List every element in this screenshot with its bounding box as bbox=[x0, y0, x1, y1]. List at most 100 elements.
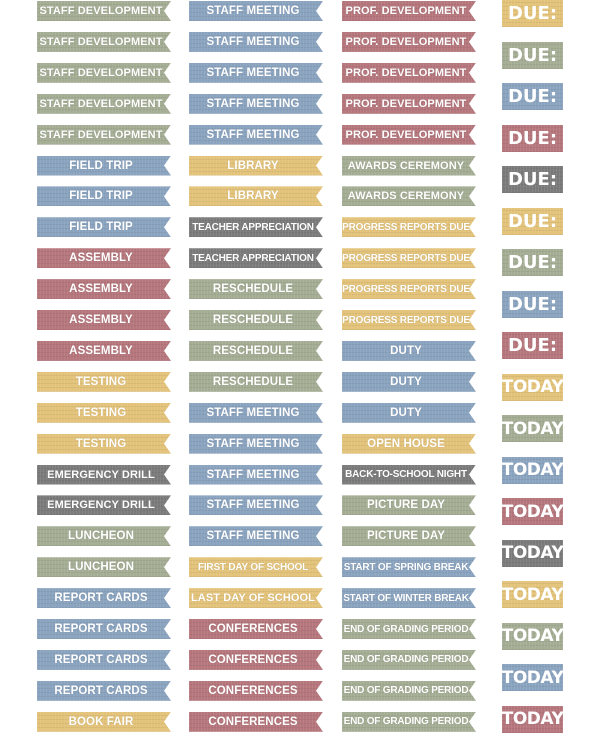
banner-sticker-start-of-spring-break: START OF SPRING BREAK bbox=[342, 557, 476, 577]
banner-sticker-progress-reports-due: PROGRESS REPORTS DUE bbox=[342, 217, 476, 237]
banner-sticker-staff-meeting: STAFF MEETING bbox=[189, 32, 323, 52]
banner-label: DUTY bbox=[390, 406, 422, 419]
banner-label: PROF. DEVELOPMENT bbox=[345, 66, 467, 79]
box-label: DUE: bbox=[507, 44, 558, 66]
box-label: DUE: bbox=[507, 210, 558, 232]
box-sticker-today: TODAY bbox=[502, 581, 564, 608]
box-label: DUE: bbox=[507, 293, 558, 315]
banner-sticker-reschedule: RESCHEDULE bbox=[189, 279, 323, 299]
banner-label: PROF. DEVELOPMENT bbox=[345, 128, 467, 141]
banner-sticker-teacher-appreciation: TEACHER APPRECIATION bbox=[189, 248, 323, 268]
banner-sticker-start-of-winter-break: START OF WINTER BREAK bbox=[342, 588, 476, 608]
box-label: TODAY bbox=[501, 377, 564, 397]
banner-label: DUTY bbox=[390, 344, 422, 357]
banner-sticker-last-day-of-school: LAST DAY OF SCHOOL bbox=[189, 588, 323, 608]
banner-sticker-book-fair: BOOK FAIR bbox=[37, 712, 171, 732]
banner-sticker-staff-meeting: STAFF MEETING bbox=[189, 465, 323, 485]
banner-label: CONFERENCES bbox=[208, 623, 298, 635]
banner-label: STAFF DEVELOPMENT bbox=[39, 128, 163, 141]
banner-sticker-end-of-grading-period: END OF GRADING PERIOD bbox=[342, 650, 476, 670]
banner-sticker-emergency-drill: EMERGENCY DRILL bbox=[37, 495, 171, 515]
banner-sticker-luncheon: LUNCHEON bbox=[37, 557, 171, 577]
banner-label: FIRST DAY OF SCHOOL bbox=[197, 561, 309, 573]
banner-label: OPEN HOUSE bbox=[367, 437, 445, 450]
banner-sticker-picture-day: PICTURE DAY bbox=[342, 526, 476, 546]
banner-label: TESTING bbox=[75, 437, 127, 450]
banner-sticker-staff-meeting: STAFF MEETING bbox=[189, 1, 323, 21]
banner-label: START OF SPRING BREAK bbox=[343, 561, 469, 573]
box-sticker-today: TODAY bbox=[501, 373, 564, 401]
banner-sticker-assembly: ASSEMBLY bbox=[37, 279, 171, 299]
banner-sticker-progress-reports-due: PROGRESS REPORTS DUE bbox=[342, 310, 476, 330]
banner-label: REPORT CARDS bbox=[54, 623, 148, 635]
box-sticker-today: TODAY bbox=[502, 622, 564, 650]
banner-sticker-report-cards: REPORT CARDS bbox=[37, 619, 171, 639]
banner-sticker-progress-reports-due: PROGRESS REPORTS DUE bbox=[342, 248, 476, 268]
banner-sticker-awards-ceremony: AWARDS CEREMONY bbox=[342, 156, 476, 176]
banner-sticker-staff-development: STAFF DEVELOPMENT bbox=[37, 94, 171, 114]
banner-sticker-conferences: CONFERENCES bbox=[189, 681, 323, 701]
banner-label: LUNCHEON bbox=[68, 530, 134, 543]
banner-label: AWARDS CEREMONY bbox=[347, 159, 465, 172]
banner-label: ASSEMBLY bbox=[69, 283, 133, 296]
banner-sticker-assembly: ASSEMBLY bbox=[37, 248, 171, 268]
box-label: DUE: bbox=[507, 252, 558, 273]
banner-label: STAFF DEVELOPMENT bbox=[39, 35, 163, 48]
banner-label: RESCHEDULE bbox=[212, 283, 294, 296]
banner-label: STAFF DEVELOPMENT bbox=[39, 97, 163, 110]
banner-sticker-conferences: CONFERENCES bbox=[189, 650, 323, 670]
banner-sticker-assembly: ASSEMBLY bbox=[37, 310, 171, 330]
banner-label: TESTING bbox=[75, 406, 127, 419]
banner-label: PROGRESS REPORTS DUE bbox=[342, 252, 470, 264]
banner-sticker-field-trip: FIELD TRIP bbox=[37, 186, 171, 206]
banner-label: PROF. DEVELOPMENT bbox=[345, 35, 467, 48]
banner-label: STAFF MEETING bbox=[206, 530, 300, 543]
banner-label: BOOK FAIR bbox=[68, 715, 134, 728]
banner-sticker-staff-meeting: STAFF MEETING bbox=[189, 526, 323, 546]
banner-label: FIELD TRIP bbox=[69, 190, 133, 203]
banner-sticker-staff-meeting: STAFF MEETING bbox=[189, 495, 323, 515]
banner-sticker-duty: DUTY bbox=[342, 372, 476, 392]
banner-sticker-luncheon: LUNCHEON bbox=[37, 526, 171, 546]
banner-label: TESTING bbox=[75, 375, 127, 388]
banner-sticker-library: LIBRARY bbox=[189, 156, 323, 176]
banner-sticker-staff-meeting: STAFF MEETING bbox=[189, 403, 323, 423]
banner-sticker-field-trip: FIELD TRIP bbox=[37, 217, 171, 237]
banner-label: CONFERENCES bbox=[208, 715, 298, 728]
banner-label: EMERGENCY DRILL bbox=[47, 468, 155, 481]
banner-sticker-staff-development: STAFF DEVELOPMENT bbox=[37, 1, 171, 21]
banner-sticker-prof-development: PROF. DEVELOPMENT bbox=[342, 125, 476, 145]
banner-sticker-open-house: OPEN HOUSE bbox=[342, 434, 476, 454]
banner-label: PROF. DEVELOPMENT bbox=[345, 5, 467, 17]
banner-sticker-reschedule: RESCHEDULE bbox=[189, 341, 323, 361]
banner-sticker-report-cards: REPORT CARDS bbox=[37, 681, 171, 701]
banner-sticker-emergency-drill: EMERGENCY DRILL bbox=[37, 465, 171, 485]
banner-sticker-prof-development: PROF. DEVELOPMENT bbox=[342, 32, 476, 52]
banner-label: EMERGENCY DRILL bbox=[47, 499, 155, 512]
banner-sticker-staff-development: STAFF DEVELOPMENT bbox=[37, 63, 171, 83]
box-sticker-today: TODAY bbox=[502, 705, 564, 733]
banner-sticker-conferences: CONFERENCES bbox=[189, 619, 323, 639]
banner-label: AWARDS CEREMONY bbox=[347, 190, 465, 203]
banner-label: STAFF DEVELOPMENT bbox=[39, 66, 163, 79]
banner-label: STAFF DEVELOPMENT bbox=[39, 5, 163, 17]
banner-label: REPORT CARDS bbox=[54, 592, 148, 605]
box-sticker-today: TODAY bbox=[502, 664, 564, 691]
banner-sticker-prof-development: PROF. DEVELOPMENT bbox=[342, 1, 476, 21]
banner-label: ASSEMBLY bbox=[69, 314, 133, 326]
banner-label: END OF GRADING PERIOD bbox=[343, 685, 469, 697]
box-label: TODAY bbox=[501, 501, 564, 522]
box-label: TODAY bbox=[501, 460, 564, 480]
banner-sticker-staff-development: STAFF DEVELOPMENT bbox=[37, 125, 171, 145]
box-sticker-due: DUE: bbox=[502, 41, 563, 69]
banner-sticker-prof-development: PROF. DEVELOPMENT bbox=[342, 94, 476, 114]
box-label: TODAY bbox=[501, 543, 564, 563]
banner-label: STAFF MEETING bbox=[206, 97, 300, 110]
banner-sticker-staff-meeting: STAFF MEETING bbox=[189, 434, 323, 454]
banner-label: FIELD TRIP bbox=[69, 159, 133, 172]
banner-label: END OF GRADING PERIOD bbox=[343, 716, 469, 728]
banner-label: PROGRESS REPORTS DUE bbox=[342, 314, 470, 326]
banner-sticker-report-cards: REPORT CARDS bbox=[37, 588, 171, 608]
banner-label: RESCHEDULE bbox=[212, 344, 294, 357]
banner-sticker-testing: TESTING bbox=[37, 372, 171, 392]
